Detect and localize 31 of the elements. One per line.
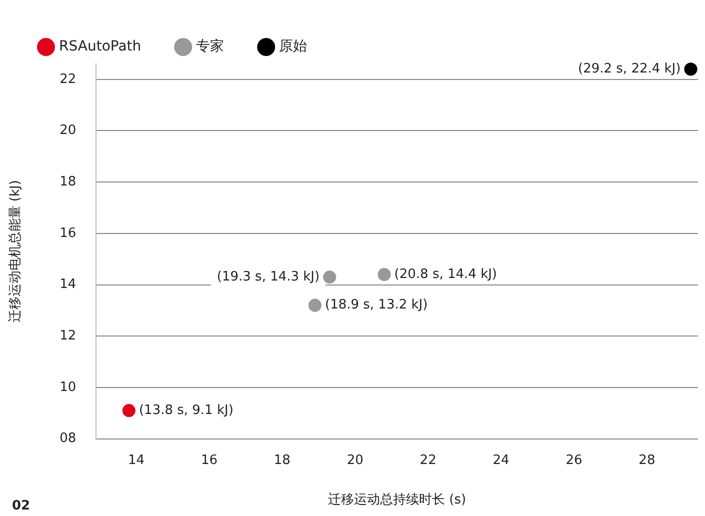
x-tick-label: 28 (638, 452, 656, 468)
y-tick-label: 20 (60, 123, 76, 138)
data-label: (18.9 s, 13.2 kJ) (325, 298, 428, 313)
y-tick-label: 16 (60, 226, 76, 241)
data-label: (13.8 s, 9.1 kJ) (138, 402, 234, 418)
data-label: (29.2 s, 22.4 kJ) (578, 62, 681, 77)
legend-label: 原始 (279, 38, 308, 55)
y-tick-label: 10 (60, 380, 76, 395)
x-tick-label: 26 (566, 452, 582, 468)
point (323, 270, 336, 284)
x-axis-title: 迁移运动总持续时长 (s) (328, 492, 466, 508)
legend-label: 专家 (196, 38, 224, 55)
x-tick-label: 24 (492, 452, 510, 468)
y-tick-label: 22 (60, 72, 76, 87)
x-tick-label: 22 (420, 452, 436, 468)
text: 02 (12, 498, 30, 514)
legend-label: RSAutoPath (59, 38, 142, 55)
point (308, 298, 322, 312)
y-tick-label: 08 (60, 431, 76, 446)
x-tick-label: 14 (128, 452, 145, 468)
y-tick-label: 14 (60, 277, 76, 292)
y-tick-label: 12 (60, 328, 76, 344)
y-tick-label: 18 (60, 174, 76, 190)
x-tick-label: 18 (274, 452, 290, 468)
data-label: (20.8 s, 14.4 kJ) (394, 266, 498, 282)
x-tick-label: 16 (200, 452, 218, 468)
point (122, 404, 136, 418)
data-label: (19.3 s, 14.3 kJ) (216, 269, 320, 284)
point (378, 268, 391, 282)
y-axis-title: 迁移运动电机总能量 (kJ) (8, 180, 24, 323)
x-tick-label: 20 (346, 452, 364, 468)
